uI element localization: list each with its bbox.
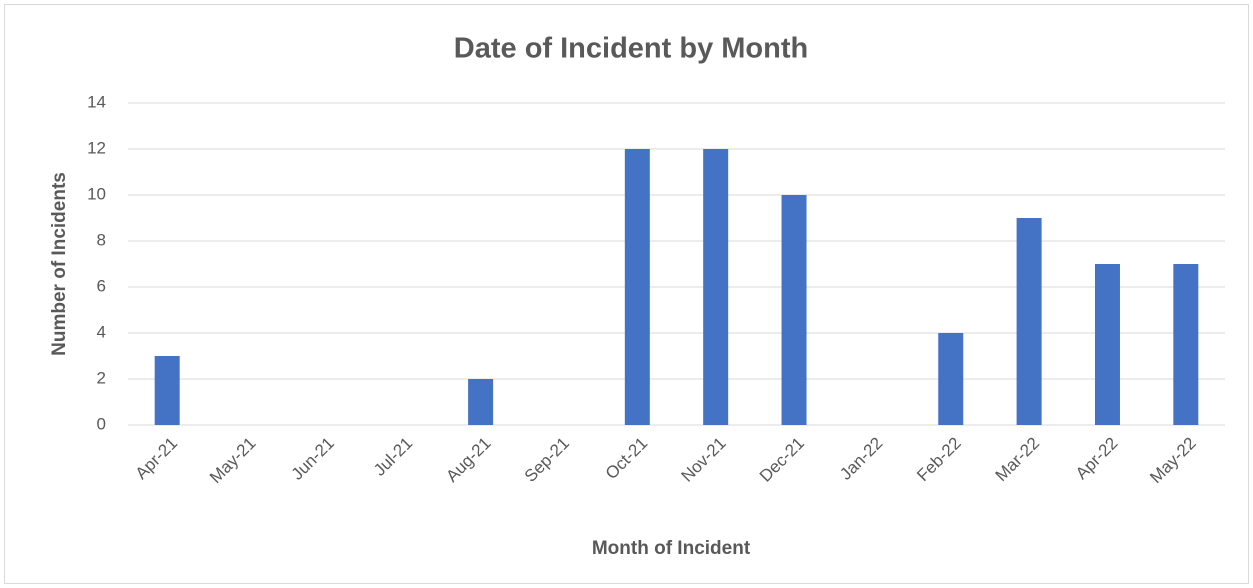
y-axis-title: Number of Incidents: [49, 172, 70, 356]
bar: [624, 149, 650, 425]
y-tick-label: 10: [87, 184, 106, 203]
chart-title: Date of Incident by Month: [454, 33, 808, 65]
bar: [1173, 264, 1199, 425]
bar: [703, 149, 729, 425]
y-tick-label: 8: [97, 230, 106, 249]
bar: [938, 333, 964, 425]
bar: [1016, 218, 1042, 425]
y-tick-label: 14: [87, 92, 106, 111]
y-tick-label: 6: [97, 276, 106, 295]
bar: [468, 379, 494, 425]
y-tick-label: 4: [97, 322, 106, 341]
y-tick-label: 12: [87, 138, 106, 157]
bar: [1094, 264, 1120, 425]
x-axis-title: Month of Incident: [592, 538, 751, 559]
y-tick-label: 0: [97, 414, 106, 433]
bar: [154, 356, 180, 425]
bar: [781, 195, 807, 425]
y-tick-label: 2: [97, 368, 106, 387]
